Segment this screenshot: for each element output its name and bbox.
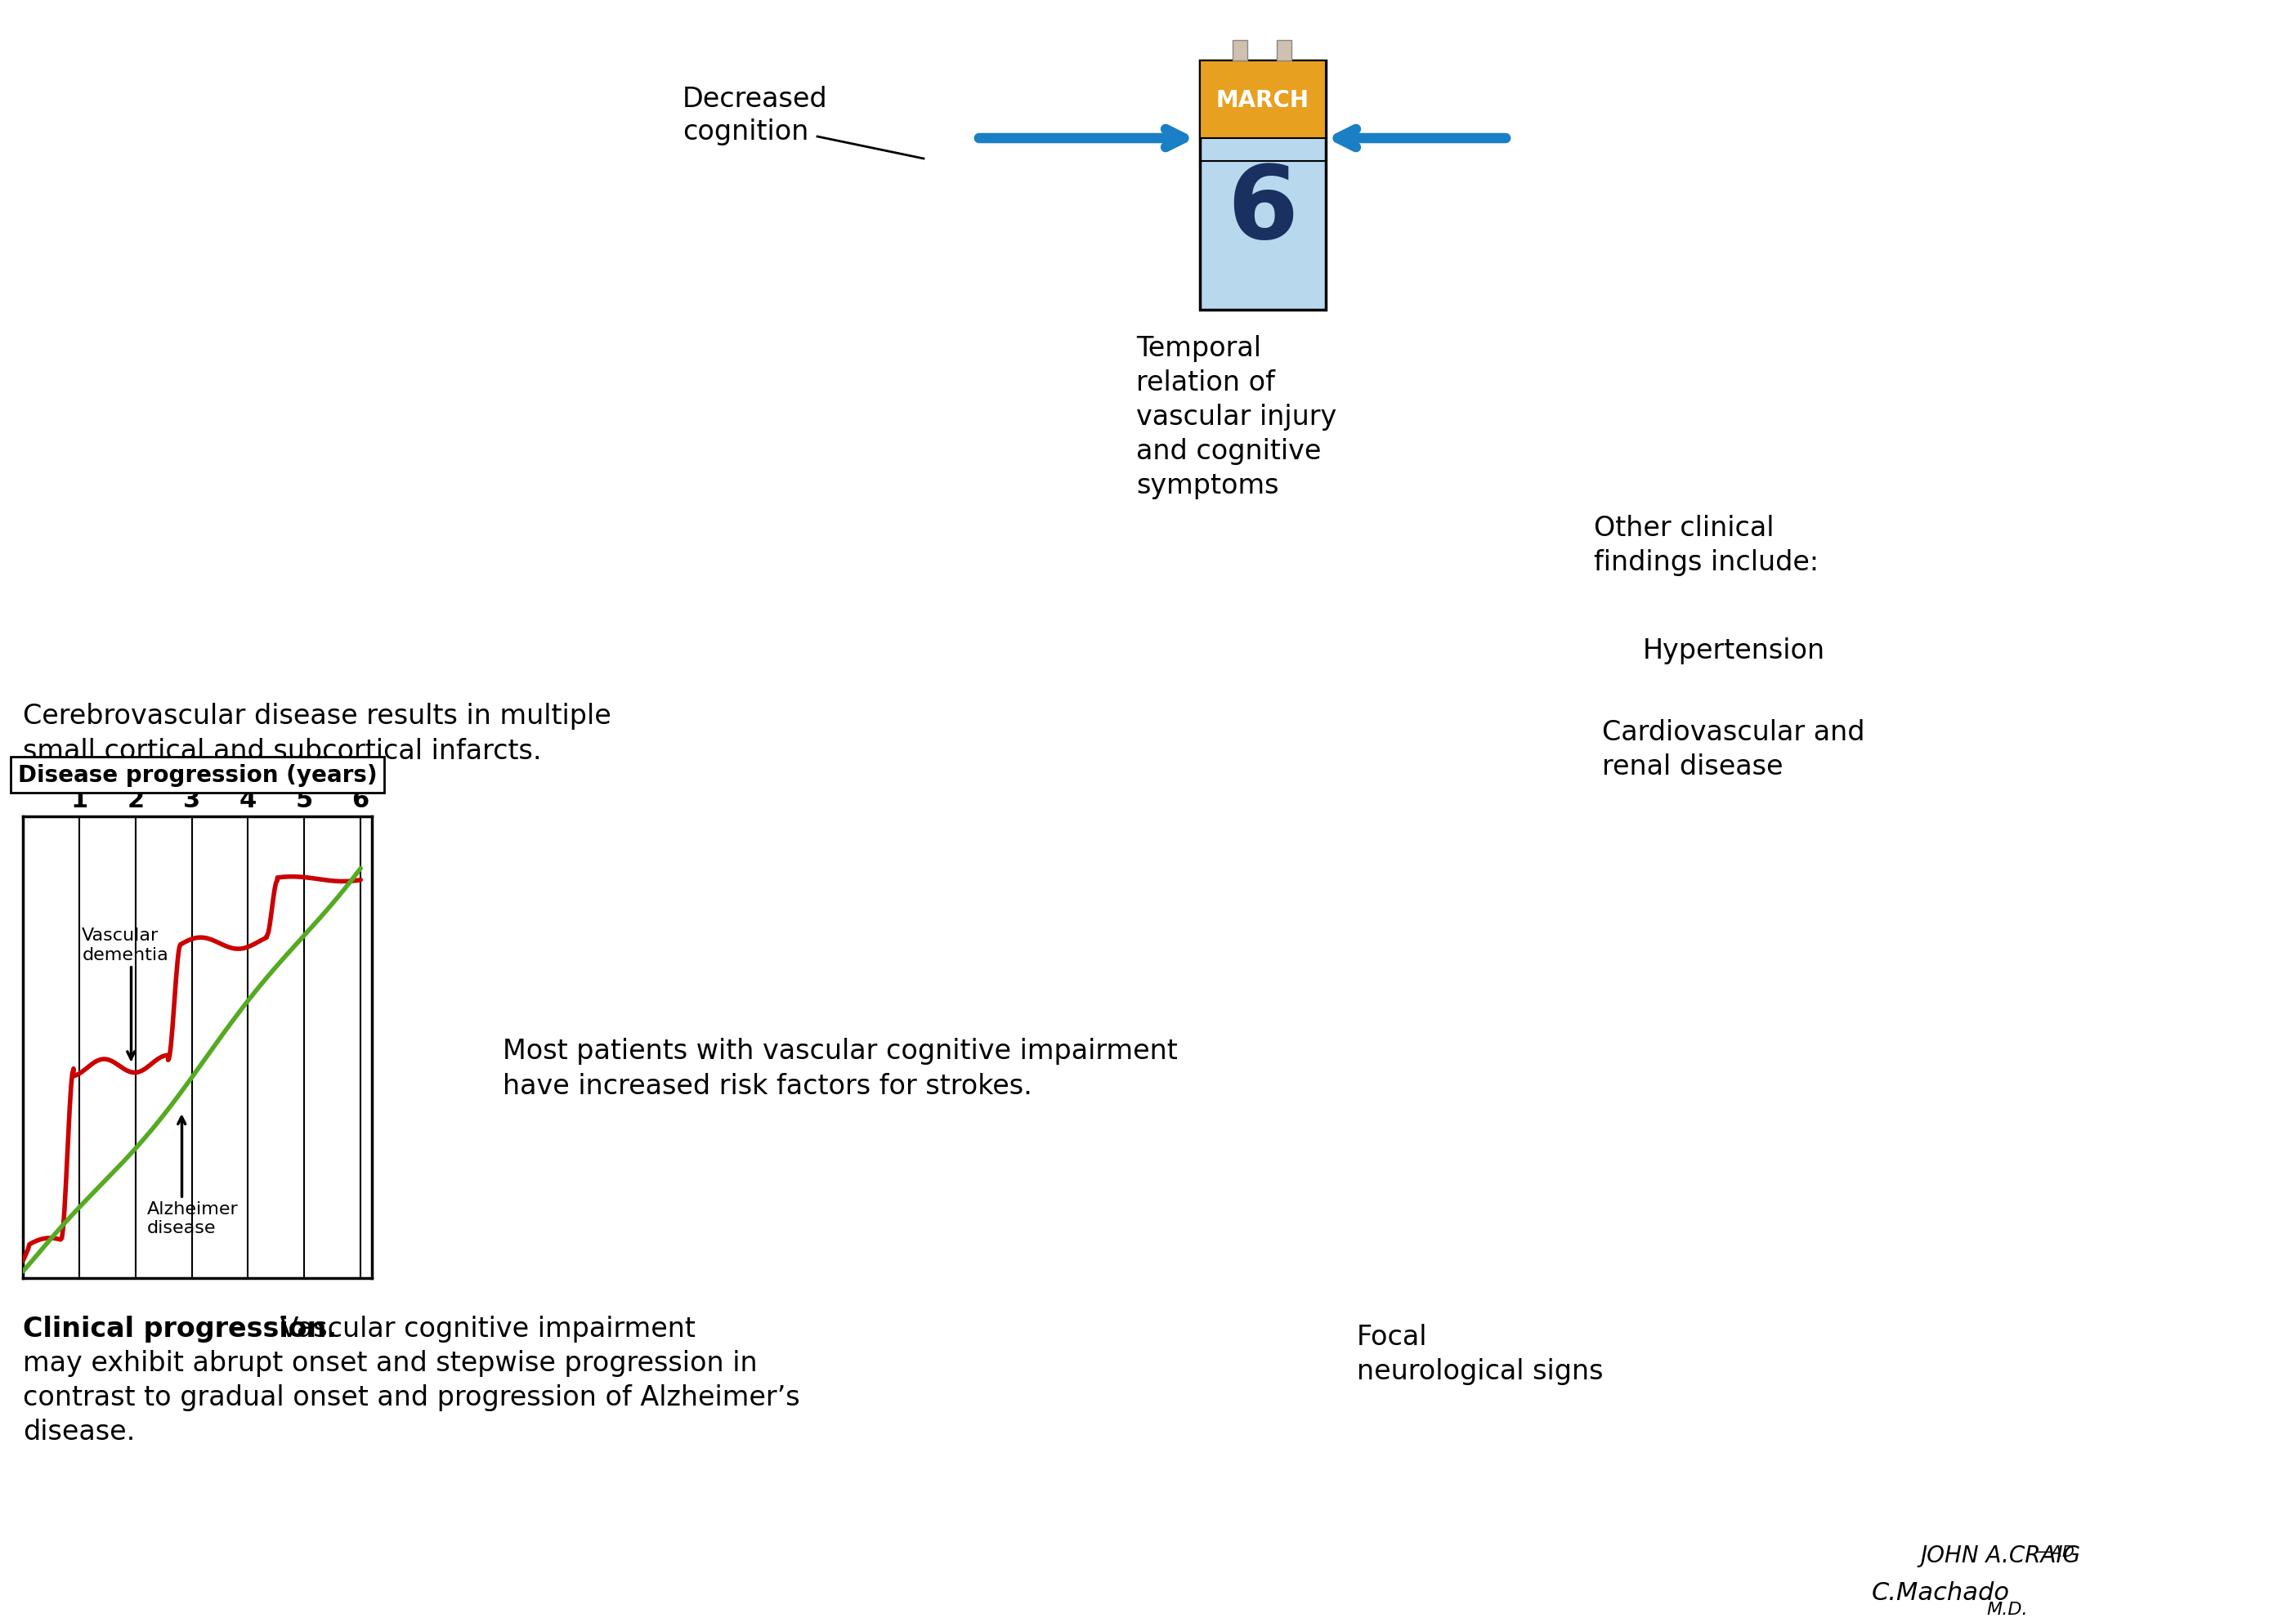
- Bar: [1201, 61, 1325, 311]
- Text: Other clinical
findings include:: Other clinical findings include:: [1593, 515, 1818, 576]
- Text: Hypertension: Hypertension: [1644, 637, 1825, 663]
- Text: cognition: cognition: [682, 118, 808, 146]
- Text: Clinical progression.: Clinical progression.: [23, 1315, 338, 1341]
- Title: Disease progression (years): Disease progression (years): [18, 764, 377, 786]
- Text: contrast to gradual onset and progression of Alzheimer’s: contrast to gradual onset and progressio…: [23, 1383, 799, 1411]
- Text: may exhibit abrupt onset and stepwise progression in: may exhibit abrupt onset and stepwise pr…: [23, 1349, 758, 1377]
- Text: MARCH: MARCH: [1217, 89, 1309, 112]
- Text: Vascular
dementia: Vascular dementia: [83, 927, 168, 1060]
- Text: C.Machado: C.Machado: [1871, 1581, 2009, 1603]
- Text: 6: 6: [1228, 160, 1300, 260]
- Bar: [1277, 40, 1290, 61]
- Text: Cerebrovascular disease results in multiple
small cortical and subcortical infar: Cerebrovascular disease results in multi…: [23, 702, 611, 765]
- Text: Temporal
relation of
vascular injury
and cognitive
symptoms: Temporal relation of vascular injury and…: [1137, 335, 1336, 500]
- Text: Alzheimer
disease: Alzheimer disease: [147, 1116, 239, 1236]
- Text: Most patients with vascular cognitive impairment
have increased risk factors for: Most patients with vascular cognitive im…: [503, 1037, 1178, 1100]
- Text: Vascular cognitive impairment: Vascular cognitive impairment: [271, 1315, 696, 1341]
- Bar: [1233, 40, 1247, 61]
- Text: —AD: —AD: [2034, 1544, 2073, 1560]
- Text: Decreased: Decreased: [682, 86, 827, 113]
- Text: Focal
neurological signs: Focal neurological signs: [1357, 1324, 1603, 1385]
- Bar: [1201, 61, 1325, 139]
- Text: disease.: disease.: [23, 1417, 135, 1445]
- Text: Cardiovascular and
renal disease: Cardiovascular and renal disease: [1603, 718, 1864, 780]
- Text: M.D.: M.D.: [1986, 1600, 2027, 1616]
- Text: JOHN A.CRAIG: JOHN A.CRAIG: [1922, 1544, 2080, 1566]
